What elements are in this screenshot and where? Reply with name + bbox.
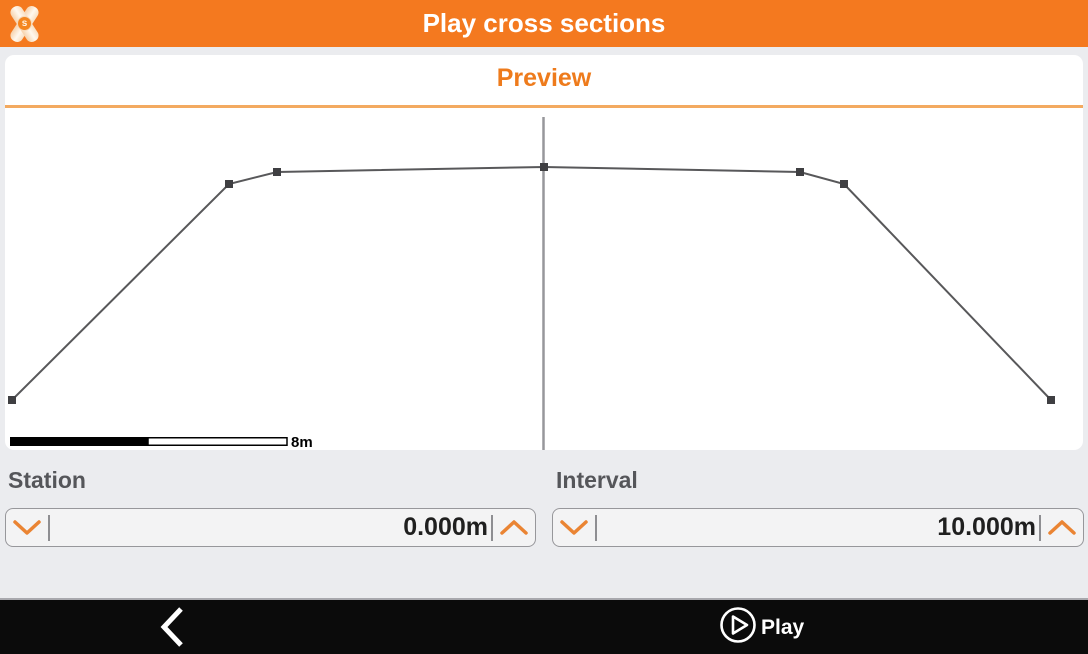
logo-letter: s xyxy=(17,16,32,31)
back-chevron-icon xyxy=(159,606,185,651)
profile-vertex-marker xyxy=(840,180,848,188)
play-circle-icon xyxy=(718,605,758,651)
interval-value-input[interactable]: 10.000m xyxy=(937,513,1036,541)
profile-vertex-marker xyxy=(225,180,233,188)
preview-title: Preview xyxy=(496,64,592,92)
profile-vertex-marker xyxy=(540,163,548,171)
back-button[interactable] xyxy=(142,604,202,652)
interval-increment-button[interactable] xyxy=(1041,509,1083,546)
app-logo: s xyxy=(6,3,42,45)
header-bar: s Play cross sections xyxy=(0,0,1088,47)
text-cursor xyxy=(48,514,50,541)
station-increment-button[interactable] xyxy=(493,509,535,546)
chevron-up-icon xyxy=(1047,519,1077,536)
cross-section-plot-area: 8m xyxy=(5,110,1083,451)
station-decrement-button[interactable] xyxy=(6,509,48,546)
play-button-label: Play xyxy=(761,616,805,639)
profile-vertex-marker xyxy=(8,396,16,404)
station-value-input[interactable]: 0.000m xyxy=(403,513,488,541)
chevron-down-icon xyxy=(12,519,42,536)
scale-bar-label: 8m xyxy=(291,434,313,450)
scale-bar-open-segment xyxy=(147,437,288,446)
chevron-down-icon xyxy=(559,519,589,536)
play-button[interactable]: Play xyxy=(718,604,804,652)
text-cursor xyxy=(1039,514,1041,541)
preview-card: Preview 8m xyxy=(5,55,1083,451)
station-label: Station xyxy=(8,467,86,493)
profile-polyline xyxy=(11,165,1052,401)
profile-vertex-marker xyxy=(1047,396,1055,404)
page-title: Play cross sections xyxy=(422,8,666,38)
scale-bar-solid-segment xyxy=(10,437,148,446)
cross-section-plot: 8m xyxy=(8,117,1055,451)
profile-vertex-marker xyxy=(273,168,281,176)
text-cursor xyxy=(491,514,493,541)
station-field: 0.000m xyxy=(5,508,536,547)
interval-field: 10.000m xyxy=(552,508,1084,547)
bottom-action-bar: Play xyxy=(0,598,1088,654)
interval-label: Interval xyxy=(556,467,638,493)
chevron-up-icon xyxy=(499,519,529,536)
interval-decrement-button[interactable] xyxy=(553,509,595,546)
preview-divider xyxy=(5,105,1083,108)
text-cursor xyxy=(595,514,597,541)
profile-vertex-marker xyxy=(796,168,804,176)
